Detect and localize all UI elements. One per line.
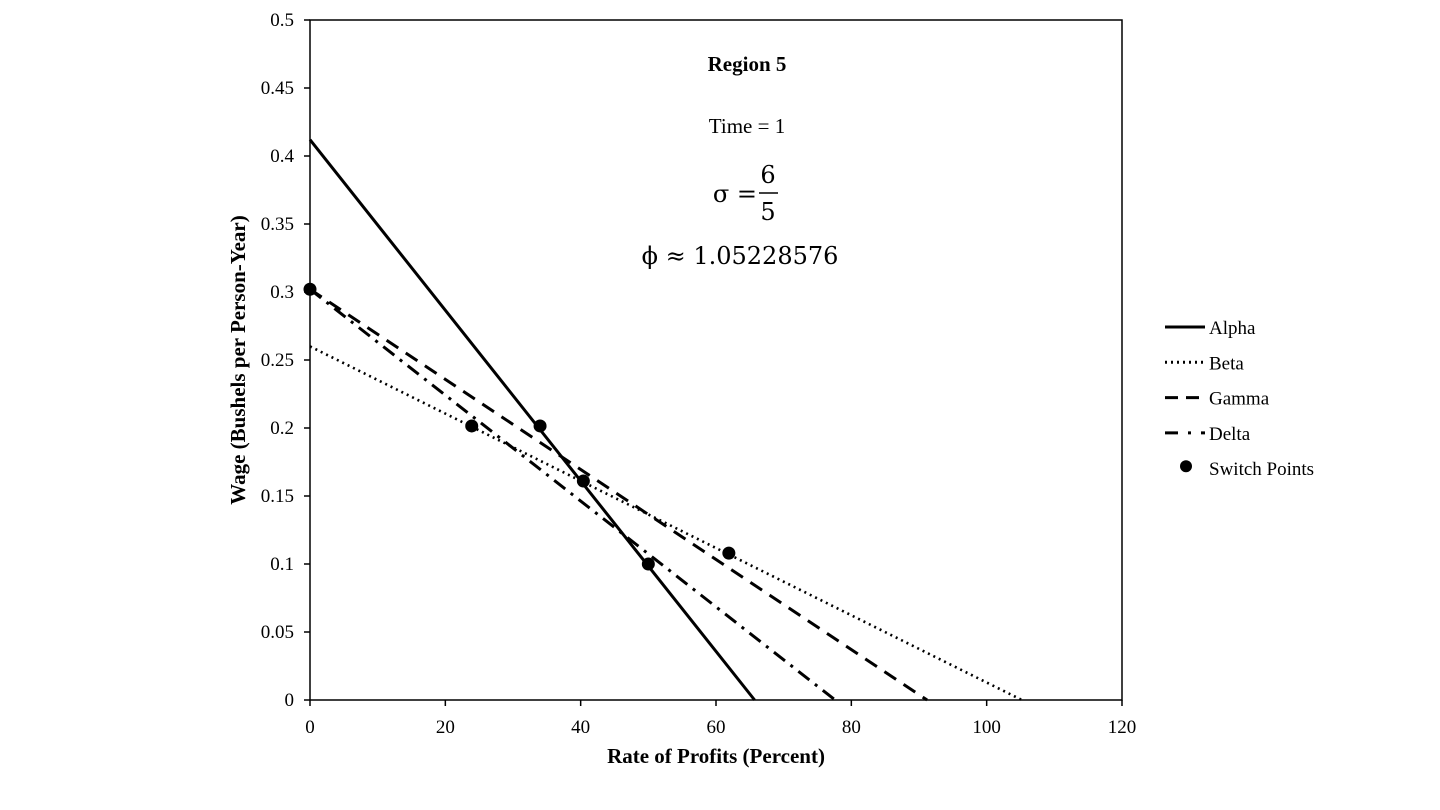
x-tick-label: 120 bbox=[1108, 717, 1137, 738]
region-title: Region 5 bbox=[708, 52, 787, 76]
series-line-beta bbox=[309, 345, 1023, 702]
y-tick-label: 0 bbox=[285, 690, 295, 711]
switch-points bbox=[303, 282, 736, 571]
switch-point bbox=[303, 282, 317, 296]
y-tick-label: 0.3 bbox=[270, 282, 294, 303]
x-tick-label: 80 bbox=[842, 717, 861, 738]
switch-point bbox=[576, 474, 590, 488]
switch-point bbox=[465, 419, 479, 433]
legend-label-gamma: Gamma bbox=[1209, 389, 1270, 410]
sigma-numerator: 6 bbox=[760, 161, 775, 189]
time-label: Time = 1 bbox=[709, 114, 785, 138]
y-tick-label: 0.05 bbox=[261, 622, 294, 643]
y-tick-label: 0.5 bbox=[270, 10, 294, 31]
y-tick-label: 0.45 bbox=[261, 78, 294, 99]
y-tick-label: 0.1 bbox=[270, 554, 294, 575]
series-line-delta bbox=[309, 288, 837, 702]
series-lines bbox=[308, 138, 1023, 702]
legend-swatch-switch-points bbox=[1180, 460, 1192, 473]
y-tick-label: 0.15 bbox=[261, 486, 294, 507]
y-tick-label: 0.35 bbox=[261, 214, 294, 235]
y-tick-label: 0.25 bbox=[261, 350, 294, 371]
y-axis-ticks: 0 0.05 0.1 0.15 0.2 0.25 0.3 0.35 0.4 0.45 0.5 bbox=[261, 10, 310, 711]
x-tick-label: 20 bbox=[436, 717, 455, 738]
switch-point bbox=[533, 419, 547, 433]
switch-point bbox=[722, 546, 736, 560]
legend-label-switch-points: Switch Points bbox=[1209, 459, 1314, 480]
y-tick-label: 0.2 bbox=[270, 418, 294, 439]
chart-legend: Alpha Beta Gamma Delta Switch Points bbox=[1165, 318, 1314, 480]
x-tick-label: 40 bbox=[571, 717, 590, 738]
sigma-label: σ = bbox=[713, 180, 757, 208]
chart-annotations: Region 5 Time = 1 σ = 6 5 ϕ ≈ 1.05228576 bbox=[642, 52, 839, 270]
legend-label-alpha: Alpha bbox=[1209, 318, 1256, 339]
legend-label-delta: Delta bbox=[1209, 424, 1251, 445]
legend-label-beta: Beta bbox=[1209, 353, 1244, 374]
phi-label: ϕ ≈ 1.05228576 bbox=[642, 242, 839, 270]
y-tick-label: 0.4 bbox=[270, 146, 294, 167]
x-tick-label: 100 bbox=[972, 717, 1001, 738]
sigma-denominator: 5 bbox=[760, 198, 775, 226]
x-axis-ticks: 0 20 40 60 80 100 120 bbox=[305, 700, 1136, 738]
series-line-alpha bbox=[308, 138, 756, 701]
series-line-gamma bbox=[309, 288, 928, 702]
x-tick-label: 0 bbox=[305, 717, 315, 738]
x-axis-title: Rate of Profits (Percent) bbox=[607, 744, 825, 768]
switch-point bbox=[641, 557, 655, 571]
x-tick-label: 60 bbox=[707, 717, 726, 738]
y-axis-title: Wage (Bushels per Person-Year) bbox=[226, 215, 250, 505]
